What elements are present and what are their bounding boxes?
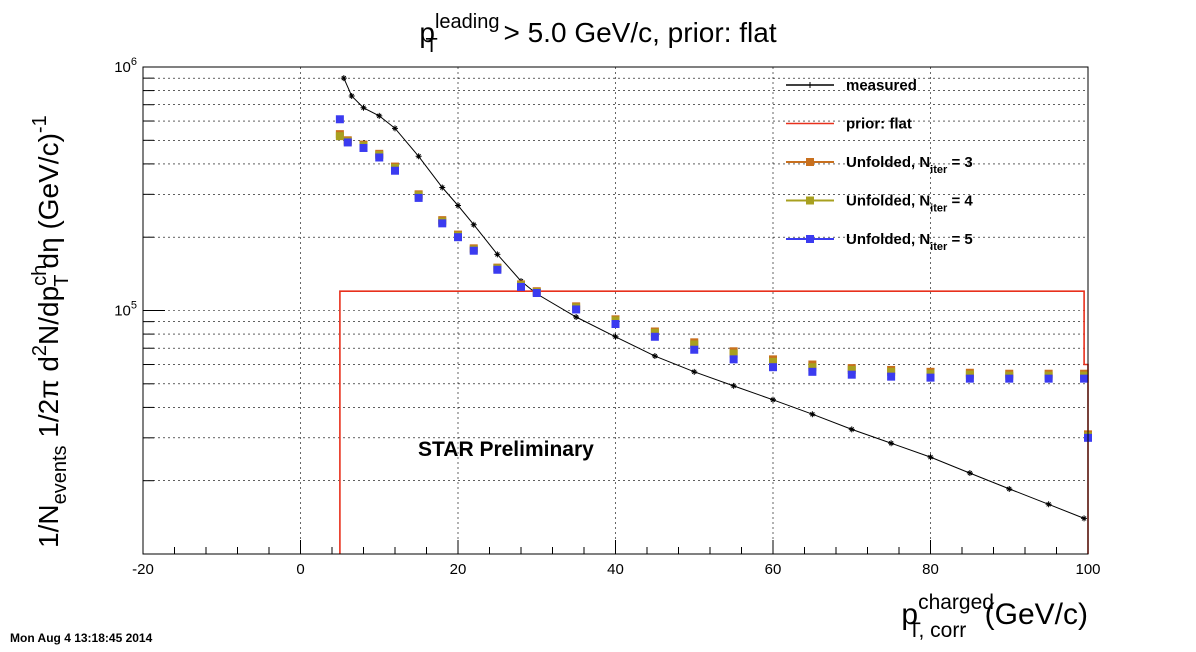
unfolded-point — [517, 282, 525, 291]
legend-label: prior: flat — [846, 116, 912, 133]
x-tick-label: 80 — [922, 561, 939, 578]
legend-label: Unfolded, Niter = 5 — [846, 231, 973, 253]
star-preliminary-label: STAR Preliminary — [418, 438, 594, 461]
legend-item: Unfolded, Niter = 4 — [786, 193, 973, 215]
unfolded-point — [926, 373, 935, 382]
unfolded-point — [650, 332, 659, 341]
unfolded-point — [454, 233, 462, 242]
measured-point — [455, 202, 461, 209]
measured-point — [770, 396, 776, 403]
axes: -20 0 20 40 60 80 100 105 106 — [114, 56, 1100, 578]
y-tick-label: 105 — [114, 300, 137, 320]
unfolded-point — [690, 340, 699, 349]
measured-point — [470, 221, 477, 228]
legend-swatch-marker — [806, 196, 814, 205]
series-0 — [340, 75, 1088, 522]
measured-point — [691, 368, 698, 375]
x-tick-label: 100 — [1075, 561, 1100, 578]
x-axis-label: pcharged T, corr (GeV/c) — [901, 591, 1088, 642]
x-tick-label: 0 — [296, 561, 304, 578]
legend-label: Unfolded, Niter = 3 — [846, 154, 973, 176]
unfolded-point — [1005, 374, 1014, 383]
measured-point — [966, 470, 973, 477]
measured-point — [612, 333, 619, 340]
measured-point — [1006, 485, 1013, 492]
measured-point — [340, 75, 347, 82]
unfolded-point — [1044, 374, 1053, 383]
unfolded-point — [847, 365, 856, 374]
legend-item: prior: flat — [786, 116, 912, 133]
unfolded-point — [469, 246, 478, 255]
measured-point — [439, 184, 446, 191]
unfolded-point — [335, 115, 344, 124]
measured-point — [1045, 501, 1052, 508]
unfolded-point — [887, 372, 896, 381]
series-4 — [335, 115, 1092, 442]
y-tick-label: 106 — [114, 56, 137, 76]
measured-point — [927, 454, 934, 461]
unfolded-point — [532, 288, 541, 297]
measured-point — [392, 125, 398, 132]
unfolded-point — [343, 138, 352, 147]
legend-swatch-marker — [806, 158, 814, 166]
measured-point — [651, 353, 658, 360]
unfolded-point — [438, 219, 447, 228]
timestamp: Mon Aug 4 13:18:45 2014 — [10, 631, 153, 645]
unfolded-point — [493, 265, 502, 274]
series-2 — [335, 130, 1092, 439]
legend-label: Unfolded, Niter = 4 — [846, 193, 973, 215]
unfolded-point — [965, 374, 974, 383]
legend-swatch-marker — [806, 235, 814, 243]
measured-point — [1081, 515, 1088, 522]
x-tick-label: 20 — [450, 561, 467, 578]
x-tick-label: 40 — [607, 561, 624, 578]
chart-title: pleading T > 5.0 GeV/c, prior: flat — [419, 11, 776, 57]
measured-point — [494, 251, 501, 258]
series-1 — [339, 290, 1089, 554]
unfolded-point — [690, 345, 699, 354]
legend-swatch-marker — [807, 82, 813, 88]
legend-item: measured — [786, 77, 917, 94]
unfolded-point — [375, 153, 384, 162]
unfolded-point — [414, 193, 423, 202]
y-axis-label: 1/Nevents 1/2π d2N/dpchTdη (GeV/c)-1 — [29, 115, 73, 548]
measured-point — [888, 440, 895, 447]
prior-flat-line — [339, 290, 1089, 554]
unfolded-point — [769, 357, 777, 366]
unfolded-point — [391, 166, 399, 175]
measured-point — [848, 426, 855, 433]
measured-point — [348, 93, 355, 100]
series-layer — [335, 75, 1092, 554]
unfolded-point — [729, 355, 738, 364]
unfolded-point — [572, 305, 581, 314]
measured-point — [360, 104, 367, 111]
measured-point — [809, 411, 816, 418]
unfolded-point — [335, 132, 344, 141]
unfolded-point — [808, 367, 817, 376]
unfolded-point — [729, 349, 738, 358]
unfolded-point — [808, 363, 817, 372]
unfolded-point — [1080, 374, 1089, 383]
legend-item: Unfolded, Niter = 5 — [786, 231, 973, 253]
unfolded-point — [847, 370, 856, 379]
unfolded-point — [359, 143, 368, 152]
x-tick-label: 60 — [765, 561, 782, 578]
measured-point — [573, 314, 580, 321]
unfolded-point — [887, 367, 896, 376]
legend-label: measured — [846, 77, 917, 94]
measured-point — [415, 153, 422, 160]
unfolded-point — [611, 320, 620, 329]
x-tick-label: -20 — [132, 561, 154, 578]
measured-line — [343, 77, 1085, 519]
unfolded-point — [769, 363, 777, 372]
measured-point — [730, 382, 737, 389]
legend: measured prior: flat Unfolded, Niter = 3 Un… — [786, 77, 973, 253]
grid — [142, 66, 1089, 555]
legend-item: Unfolded, Niter = 3 — [786, 154, 973, 176]
measured-point — [376, 112, 383, 119]
series-3 — [335, 132, 1092, 441]
